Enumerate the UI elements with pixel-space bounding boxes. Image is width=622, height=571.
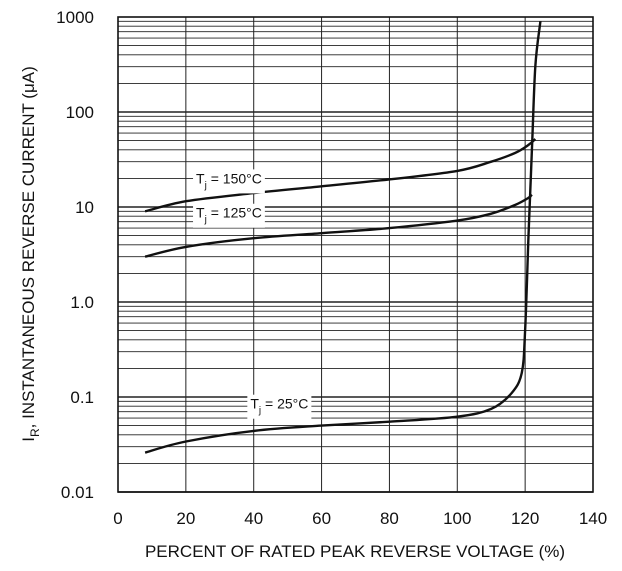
x-tick-label: 80 [380,509,399,528]
y-tick-label: 1000 [56,8,94,27]
series-line-2 [144,21,542,454]
series-label-main: T [196,170,205,186]
series-label-bg-1 [193,203,265,228]
y-tick-label: 0.01 [61,483,94,502]
series-line-1 [144,193,533,258]
series-label-2: Tj = 25°C [250,396,308,417]
series-label-rest: = 150°C [207,170,262,186]
series-label-sub: j [258,406,261,417]
series-labels: Tj = 150°CTj = 125°CTj = 25°C [193,169,312,419]
plot-frame [117,16,594,493]
x-tick-label: 100 [443,509,471,528]
y-tick-label: 1.0 [70,293,94,312]
y-tick-label: 0.1 [70,388,94,407]
x-tick-label: 120 [511,509,539,528]
series-line-0 [144,138,537,213]
y-tick-label: 10 [75,198,94,217]
series-label-main: T [250,396,259,412]
x-axis-label: PERCENT OF RATED PEAK REVERSE VOLTAGE (%… [145,542,565,561]
x-tick-label: 140 [579,509,607,528]
series-layer [144,21,542,454]
series-label-bg-2 [247,394,312,419]
y-axis-label-rest: , INSTANTANEOUS REVERSE CURRENT (μA) [19,66,38,428]
series-label-sub: j [204,215,207,226]
tick-labels: 0 20 40 60 80 100 120 140 0.01 0.1 1.0 10 100 1000 [56,8,607,528]
series-label-bg-0 [193,169,265,194]
series-label-1: Tj = 125°C [196,205,262,226]
x-tick-label: 0 [113,509,122,528]
series-label-sub: j [204,180,207,191]
x-tick-label: 40 [244,509,263,528]
y-axis-label-sub: R [28,428,42,437]
series-label-rest: = 125°C [207,205,262,221]
x-tick-label: 20 [176,509,195,528]
x-tick-label: 60 [312,509,331,528]
series-label-0: Tj = 150°C [196,170,262,191]
y-axis-label-main: I [19,437,38,442]
series-label-main: T [196,205,205,221]
y-tick-label: 100 [66,103,94,122]
grid-layer [117,17,594,493]
y-axis-label: IR, INSTANTANEOUS REVERSE CURRENT (μA) [19,66,42,442]
series-label-rest: = 25°C [261,396,308,412]
